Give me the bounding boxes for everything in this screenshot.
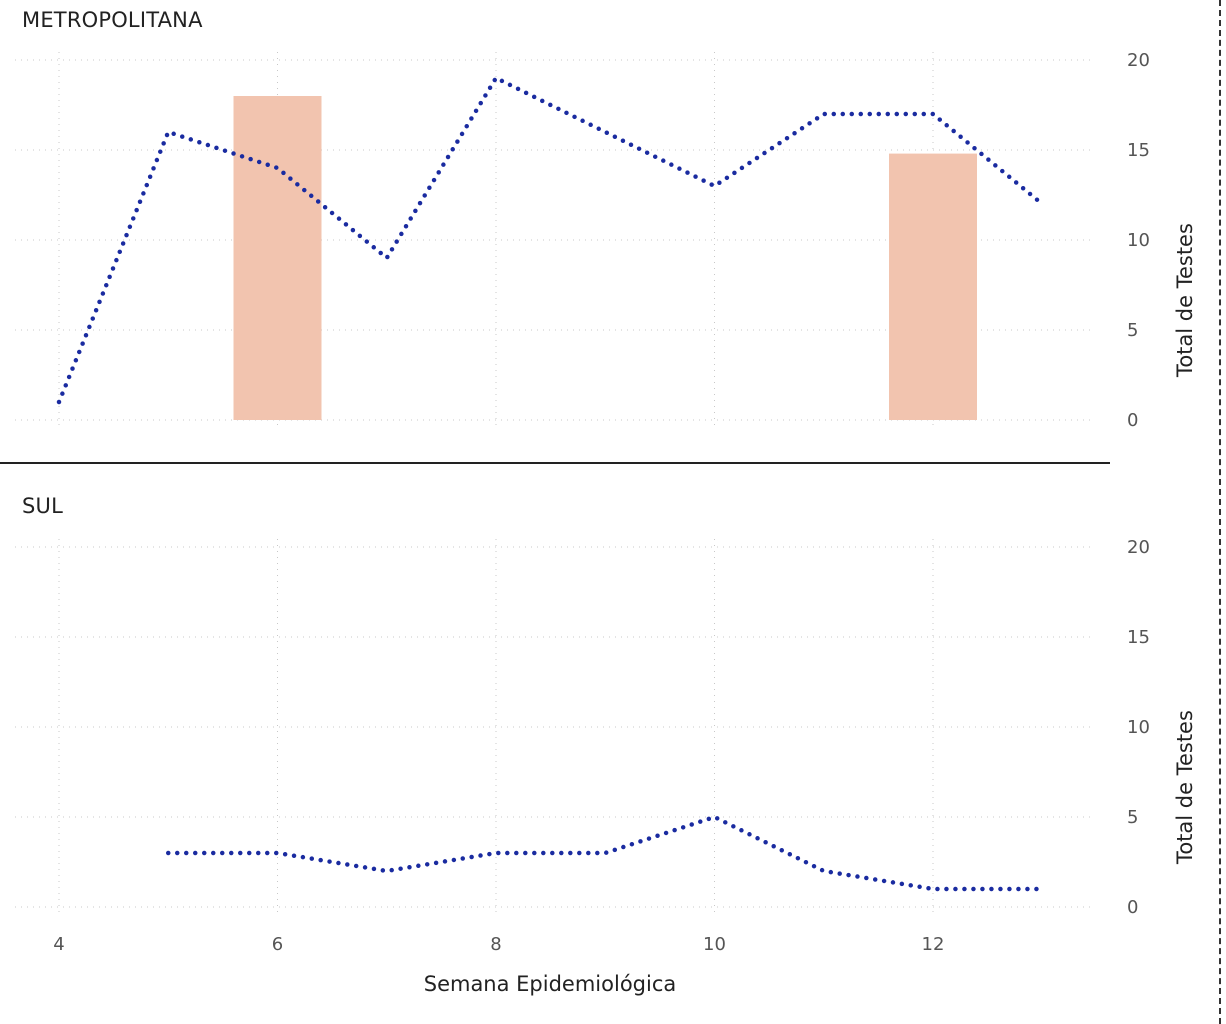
x-tick-label: 6 [272,934,283,955]
y-tick-label: 15 [1127,627,1150,648]
x-tick-label: 8 [490,934,501,955]
y-tick-label: 15 [1127,140,1150,161]
y-tick-label: 20 [1127,537,1150,558]
x-tick-label: 12 [922,934,945,955]
x-tick-label: 10 [703,934,726,955]
bar [889,154,977,420]
x-axis-title: Semana Epidemiológica [424,972,677,996]
y-tick-label: 10 [1127,717,1150,738]
y-tick-label: 5 [1127,320,1138,341]
y-axis-title: Total de Testes [1173,223,1197,378]
bar [234,96,322,420]
y-tick-label: 5 [1127,807,1138,828]
x-tick-label: 4 [53,934,64,955]
y-axis-title: Total de Testes [1173,710,1197,865]
y-tick-label: 20 [1127,50,1150,71]
y-tick-label: 10 [1127,230,1150,251]
y-tick-label: 0 [1127,410,1138,431]
y-tick-label: 0 [1127,897,1138,918]
series-line [168,817,1042,889]
